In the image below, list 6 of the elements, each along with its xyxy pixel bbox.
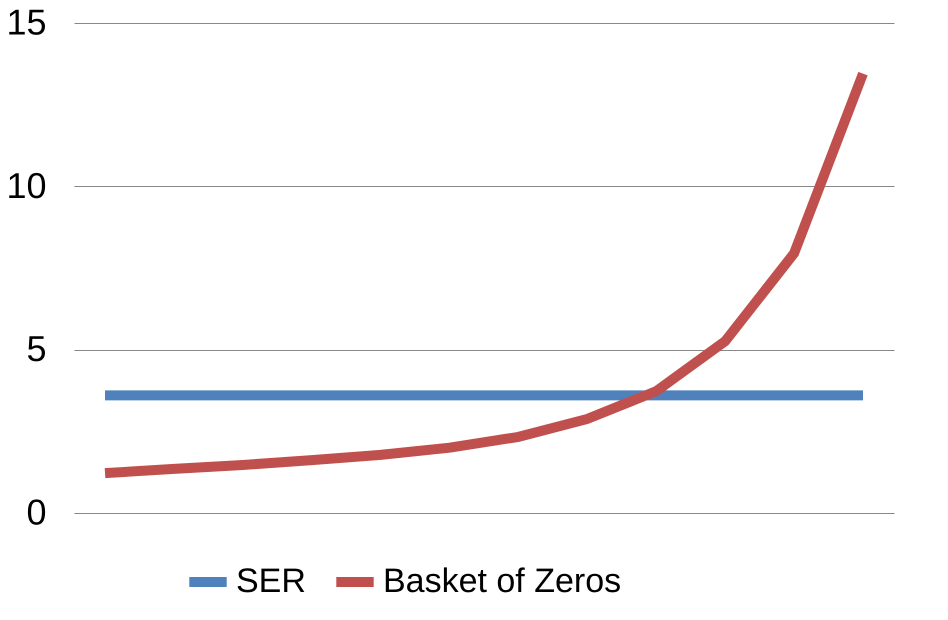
legend-label: SER	[236, 562, 306, 600]
y-tick-label: 10	[6, 164, 46, 206]
y-tick-label: 0	[26, 492, 46, 532]
legend-label: Basket of Zeros	[383, 562, 622, 600]
y-tick-label: 15	[6, 2, 46, 42]
y-tick-label: 5	[26, 328, 46, 370]
